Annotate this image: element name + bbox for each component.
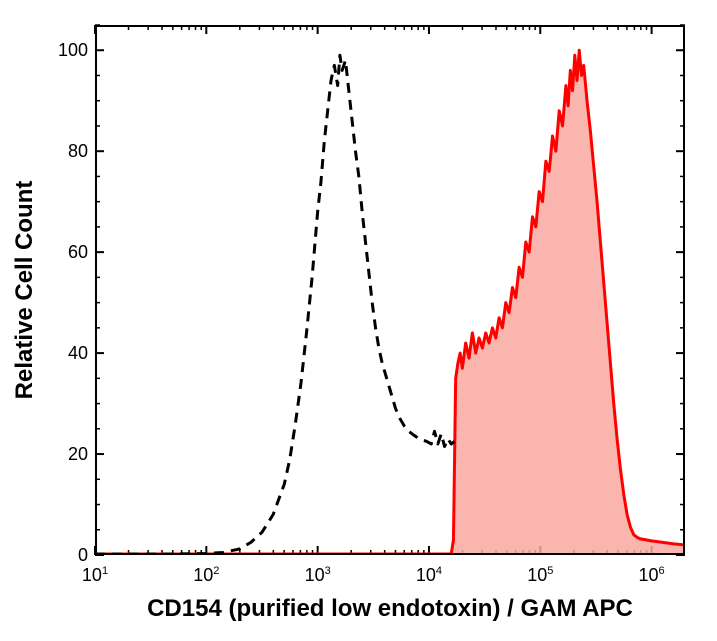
x-tick-label: 103 <box>298 565 338 586</box>
x-tick-label: 104 <box>409 565 449 586</box>
x-tick-label: 101 <box>75 565 115 586</box>
y-axis-label: Relative Cell Count <box>11 90 39 490</box>
x-axis-label: CD154 (purified low endotoxin) / GAM APC <box>95 595 685 623</box>
y-tick-label: 60 <box>50 242 88 263</box>
x-tick-label: 105 <box>520 565 560 586</box>
x-tick-label: 106 <box>632 565 672 586</box>
flow-cytometry-histogram: Relative Cell Count CD154 (purified low … <box>0 0 717 641</box>
plot-svg <box>0 0 717 641</box>
series-control-line <box>95 55 455 554</box>
y-tick-label: 40 <box>50 343 88 364</box>
x-tick-label: 102 <box>186 565 226 586</box>
y-tick-label: 80 <box>50 141 88 162</box>
y-tick-label: 20 <box>50 444 88 465</box>
y-tick-label: 0 <box>50 545 88 566</box>
series-stained-fill <box>95 50 685 555</box>
y-tick-label: 100 <box>50 40 88 61</box>
